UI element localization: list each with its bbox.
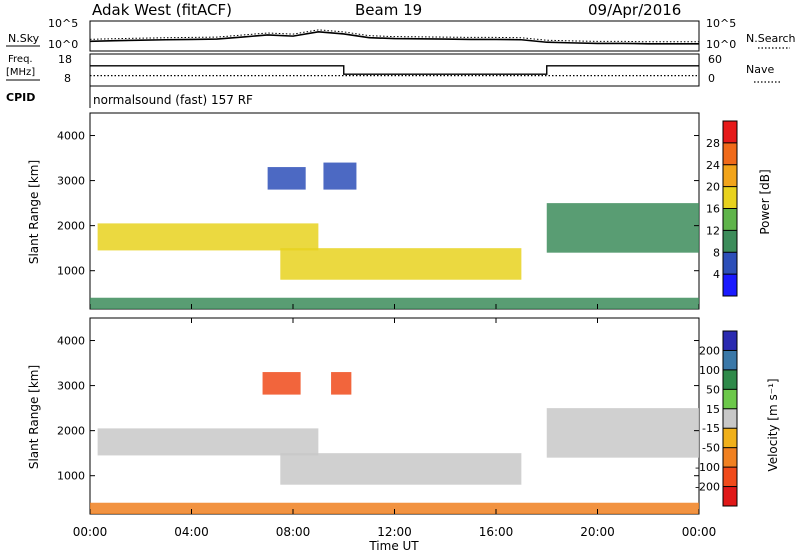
- power-y-tick-label: 1000: [57, 265, 85, 278]
- power-echoes: [90, 162, 699, 309]
- power-colorbar-tick-label: 28: [706, 137, 720, 150]
- velocity-yticks: 1000 2000 3000 4000: [57, 335, 699, 483]
- nsky-label: N.Sky: [8, 32, 40, 45]
- time-tick-label: 12:00: [377, 525, 412, 539]
- power-colorbar-cell: [723, 121, 737, 143]
- velocity-echo-region: [546, 408, 699, 458]
- velocity-colorbar-tick-label: -200: [695, 481, 720, 494]
- power-colorbar-tick-label: 4: [713, 268, 720, 281]
- velocity-colorbar: 200 100 50 15 -15 -50 -100 -200: [695, 330, 738, 507]
- power-colorbar-tick-label: 24: [706, 159, 720, 172]
- velocity-colorbar-cell: [723, 350, 737, 370]
- noise-tick-top: 10^5: [48, 17, 78, 30]
- velocity-colorbar-cell: [723, 467, 737, 487]
- power-colorbar-cell: [723, 164, 737, 187]
- power-colorbar: 4 8 12 16 20 24 28: [706, 120, 738, 297]
- velocity-y-tick-label: 4000: [57, 335, 85, 348]
- time-tick-label: 08:00: [276, 525, 311, 539]
- velocity-echo-region: [97, 428, 319, 456]
- velocity-colorbar-tick-label: 100: [699, 364, 720, 377]
- velocity-colorbar-cell: [723, 486, 737, 506]
- power-yticks: 1000 2000 3000 4000: [57, 130, 699, 278]
- noise-tick-bottom: 10^0: [48, 38, 78, 51]
- date-title: 09/Apr/2016: [588, 1, 681, 19]
- velocity-colorbar-cell: [723, 428, 737, 448]
- power-colorbar-cell: [723, 252, 737, 275]
- velocity-y-tick-label: 1000: [57, 470, 85, 483]
- noise-series: [89, 29, 699, 45]
- velocity-colorbar-tick-label: 200: [699, 344, 720, 357]
- freq-label: Freq.: [8, 54, 33, 65]
- velocity-colorbar-cell: [723, 408, 737, 429]
- velocity-colorbar-cell: [723, 447, 737, 468]
- power-echo-region: [280, 248, 522, 280]
- power-echo-region: [97, 223, 319, 251]
- nsearch-label: N.Search: [746, 32, 796, 45]
- power-colorbar-cell: [723, 274, 737, 296]
- power-colorbar-cell: [723, 208, 737, 231]
- velocity-y-tick-label: 3000: [57, 380, 85, 393]
- nsearch-line: [89, 29, 699, 43]
- time-tick-label: 04:00: [174, 525, 209, 539]
- noise-tick-top-right: 10^5: [706, 17, 736, 30]
- velocity-colorbar-cell: [723, 331, 737, 351]
- power-colorbar-tick-label: 8: [713, 246, 720, 259]
- velocity-y-tick-label: 2000: [57, 425, 85, 438]
- velocity-echo-region: [90, 502, 699, 514]
- power-colorbar-cell: [723, 142, 737, 165]
- freq-unit-label: [MHz]: [6, 67, 35, 78]
- power-colorbar-cell: [723, 230, 737, 253]
- power-y-tick-label: 3000: [57, 175, 85, 188]
- time-tick-label: 00:00: [682, 525, 717, 539]
- freq-series: [90, 65, 699, 77]
- power-echo-region: [323, 162, 357, 190]
- nave-tick-bottom: 0: [708, 72, 715, 85]
- freq-line: [90, 65, 699, 75]
- power-colorbar-tick-label: 12: [706, 224, 720, 237]
- velocity-colorbar-label: Velocity [m s⁻¹]: [766, 378, 780, 471]
- velocity-colorbar-tick-label: -100: [695, 461, 720, 474]
- power-echo-region: [267, 167, 306, 190]
- velocity-colorbar-cell: [723, 389, 737, 409]
- velocity-colorbar-tick-label: -15: [702, 422, 720, 435]
- velocity-echo-region: [331, 372, 352, 395]
- velocity-colorbar-cell: [723, 369, 737, 390]
- nsky-line: [89, 31, 699, 45]
- power-echo-region: [90, 297, 699, 309]
- nave-tick-top: 60: [708, 53, 722, 66]
- station-title: Adak West (fitACF): [92, 1, 232, 19]
- beam-title: Beam 19: [355, 1, 422, 19]
- power-colorbar-label: Power [dB]: [758, 169, 772, 234]
- time-tick-label: 16:00: [479, 525, 514, 539]
- power-colorbar-tick-label: 16: [706, 203, 720, 216]
- cpid-text: normalsound (fast) 157 RF: [93, 93, 253, 107]
- freq-tick-bottom: 8: [64, 72, 71, 85]
- power-y-tick-label: 2000: [57, 220, 85, 233]
- noise-tick-bottom-right: 10^0: [706, 38, 736, 51]
- time-xlabel: Time UT: [368, 539, 419, 553]
- cpid-label: CPID: [6, 91, 35, 104]
- power-y-tick-label: 4000: [57, 130, 85, 143]
- time-xticks: 00:00 04:00 08:00 12:00 16:00 20:00 00:00: [73, 304, 717, 539]
- nave-label: Nave: [746, 63, 774, 76]
- power-ylabel: Slant Range [km]: [27, 160, 41, 264]
- velocity-colorbar-tick-label: -50: [702, 442, 720, 455]
- velocity-echo-region: [280, 453, 522, 485]
- velocity-echoes: [90, 372, 699, 514]
- velocity-ylabel: Slant Range [km]: [27, 365, 41, 469]
- freq-panel-frame: [89, 53, 700, 87]
- velocity-colorbar-frame: [722, 330, 738, 507]
- power-colorbar-cell: [723, 186, 737, 209]
- freq-tick-top: 18: [58, 53, 72, 66]
- velocity-colorbar-tick-label: 15: [706, 403, 720, 416]
- time-tick-label: 20:00: [580, 525, 615, 539]
- time-tick-label: 00:00: [73, 525, 108, 539]
- power-colorbar-tick-label: 20: [706, 181, 720, 194]
- power-echo-region: [546, 203, 699, 253]
- velocity-echo-region: [262, 372, 301, 395]
- noise-panel-frame: [89, 20, 700, 52]
- velocity-colorbar-tick-label: 50: [706, 383, 720, 396]
